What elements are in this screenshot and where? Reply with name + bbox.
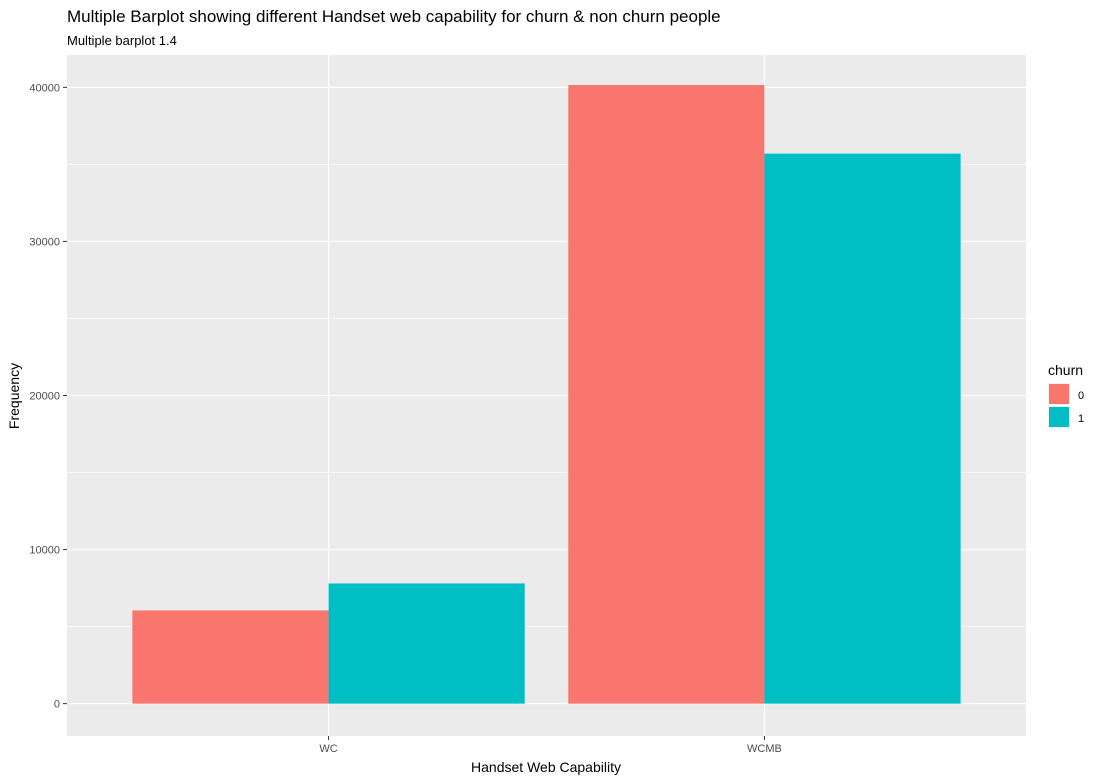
bar-wcmb-churn-0 (568, 85, 765, 704)
y-axis-title: Frequency (6, 363, 22, 429)
legend-key-0 (1049, 384, 1069, 404)
y-tick-label: 30000 (29, 236, 60, 248)
x-tick-label: WC (319, 743, 337, 755)
bar-wc-churn-1 (328, 583, 525, 704)
bar-wcmb-churn-1 (764, 153, 961, 704)
legend-label-0: 0 (1078, 390, 1084, 402)
y-tick-label: 20000 (29, 391, 60, 403)
y-tick-label: 40000 (29, 82, 60, 94)
legend-key-1 (1049, 407, 1069, 427)
chart-title: Multiple Barplot showing different Hands… (67, 7, 721, 26)
y-axis: 0 10000 20000 30000 40000 (29, 82, 67, 711)
y-tick-label: 0 (54, 699, 60, 711)
legend-title: churn (1048, 362, 1083, 378)
x-tick-label: WCMB (747, 743, 782, 755)
x-axis-title: Handset Web Capability (471, 759, 621, 775)
chart-subtitle: Multiple barplot 1.4 (67, 33, 177, 48)
x-axis: WC WCMB (319, 736, 782, 755)
legend: churn 0 1 (1048, 362, 1084, 428)
bar-wc-churn-0 (132, 610, 329, 704)
legend-label-1: 1 (1078, 413, 1084, 425)
y-tick-label: 10000 (29, 545, 60, 557)
bars (132, 85, 961, 704)
